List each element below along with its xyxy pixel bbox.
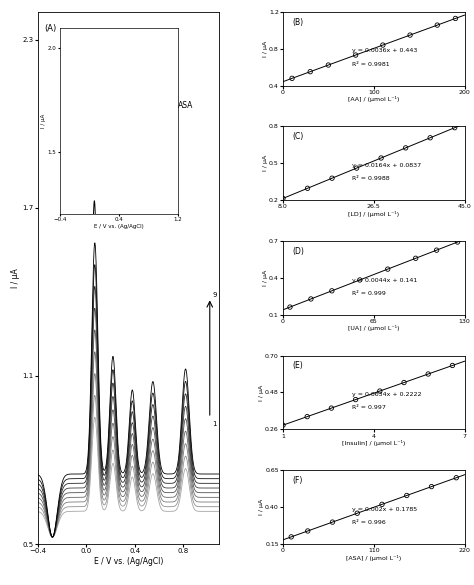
Point [279, 421, 287, 430]
Text: 1: 1 [212, 421, 217, 428]
Text: R² = 0.9981: R² = 0.9981 [352, 61, 390, 67]
Text: R² = 0.9988: R² = 0.9988 [352, 176, 390, 181]
Y-axis label: I / μA: I / μA [263, 155, 267, 171]
Text: 9: 9 [212, 292, 217, 298]
Text: y = 0.0036x + 0.443: y = 0.0036x + 0.443 [352, 49, 417, 53]
Point [452, 14, 459, 23]
Point [328, 517, 336, 526]
Y-axis label: I / μA: I / μA [259, 384, 264, 401]
Text: UA: UA [127, 199, 137, 208]
Text: (A): (A) [44, 25, 56, 33]
Point [354, 508, 361, 518]
Point [376, 386, 383, 395]
Text: (C): (C) [292, 132, 303, 141]
Text: (D): (D) [292, 247, 304, 256]
Point [353, 163, 360, 173]
X-axis label: [UA] / (μmol L⁻¹): [UA] / (μmol L⁻¹) [348, 325, 400, 331]
Point [403, 491, 410, 500]
Point [448, 361, 456, 370]
Point [287, 532, 295, 542]
Point [427, 133, 434, 143]
Text: AA: AA [90, 36, 100, 45]
Point [352, 395, 359, 404]
Point [428, 482, 435, 491]
Point [406, 30, 414, 40]
Point [328, 286, 336, 295]
X-axis label: [LD] / (μmol L⁻¹): [LD] / (μmol L⁻¹) [348, 211, 399, 217]
Point [434, 20, 441, 30]
Point [451, 123, 458, 132]
Point [454, 238, 461, 247]
Point [400, 378, 408, 387]
Text: y = 0.002x + 0.1785: y = 0.002x + 0.1785 [352, 507, 417, 512]
Text: LD: LD [108, 137, 118, 146]
Y-axis label: I / μA: I / μA [263, 40, 267, 57]
Point [303, 412, 311, 421]
Point [328, 174, 336, 183]
Point [433, 246, 440, 255]
Point [378, 500, 386, 509]
Y-axis label: I / μA: I / μA [263, 270, 267, 286]
Point [307, 294, 315, 304]
Point [379, 40, 387, 50]
Point [352, 50, 359, 60]
Point [412, 254, 419, 263]
Text: R² = 0.996: R² = 0.996 [352, 520, 386, 525]
Point [306, 67, 314, 77]
Point [356, 276, 364, 285]
Point [384, 264, 392, 274]
Text: Insulin: Insulin [140, 199, 165, 208]
Text: y = 0.0634x + 0.2222: y = 0.0634x + 0.2222 [352, 392, 421, 397]
X-axis label: [AA] / (μmol L⁻¹): [AA] / (μmol L⁻¹) [348, 96, 400, 102]
X-axis label: [Insulin] / (μmol L⁻¹): [Insulin] / (μmol L⁻¹) [342, 440, 405, 446]
Text: (E): (E) [292, 362, 303, 370]
Point [424, 369, 432, 378]
Text: y = 0.0164x + 0.0837: y = 0.0164x + 0.0837 [352, 163, 421, 168]
Point [304, 184, 311, 193]
Point [325, 60, 332, 70]
Text: (F): (F) [292, 476, 302, 485]
Text: R² = 0.997: R² = 0.997 [352, 405, 386, 411]
Y-axis label: I / μA: I / μA [259, 499, 264, 515]
X-axis label: E / V vs. (Ag/AgCl): E / V vs. (Ag/AgCl) [94, 557, 164, 566]
Point [279, 194, 287, 203]
Y-axis label: I / μA: I / μA [11, 268, 20, 288]
Point [288, 74, 296, 83]
Text: ASA: ASA [178, 101, 193, 110]
Point [377, 153, 385, 163]
Point [286, 302, 294, 312]
Text: (B): (B) [292, 18, 303, 26]
Point [304, 526, 311, 536]
Text: y = 0.0044x + 0.141: y = 0.0044x + 0.141 [352, 277, 417, 283]
Text: R² = 0.999: R² = 0.999 [352, 291, 386, 296]
Point [328, 404, 335, 413]
Point [402, 143, 410, 153]
X-axis label: [ASA] / (μmol L⁻¹): [ASA] / (μmol L⁻¹) [346, 555, 401, 560]
Point [453, 473, 460, 483]
